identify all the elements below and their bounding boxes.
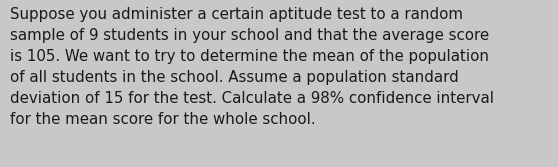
Text: Suppose you administer a certain aptitude test to a random
sample of 9 students : Suppose you administer a certain aptitud… <box>10 7 494 127</box>
